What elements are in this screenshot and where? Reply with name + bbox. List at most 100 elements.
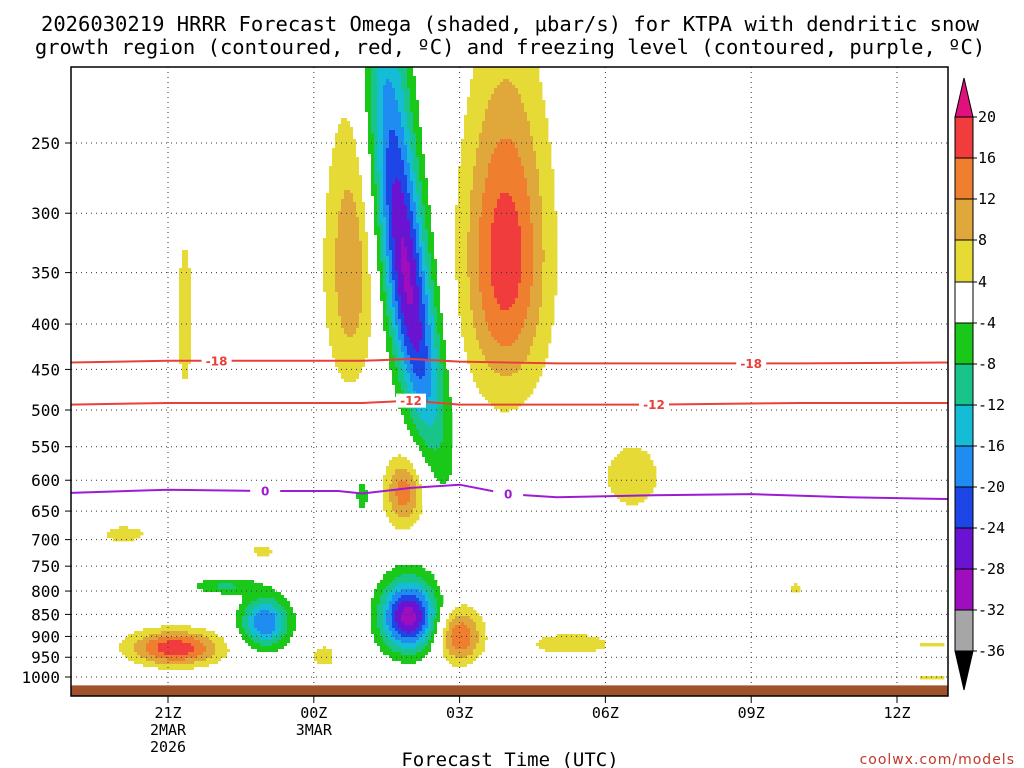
omega-cell (413, 418, 423, 422)
omega-cell (71, 208, 327, 212)
omega-cell (440, 310, 459, 314)
omega-cell (488, 106, 525, 110)
omega-cell (407, 217, 414, 221)
omega-cell (71, 412, 402, 416)
omega-cell (404, 94, 411, 98)
y-tick-label: 350 (31, 264, 60, 283)
omega-cell (368, 148, 375, 152)
omega-cell (368, 271, 381, 275)
omega-cell (449, 649, 474, 653)
omega-cell (470, 190, 486, 194)
omega-cell (179, 346, 192, 350)
colorbar-label: -20 (978, 478, 1005, 496)
omega-cell (404, 130, 411, 134)
omega-cell (389, 292, 393, 296)
omega-cell (530, 349, 549, 353)
omega-cell (191, 316, 327, 320)
omega-cell (404, 103, 411, 107)
omega-cell (416, 481, 420, 485)
omega-cell (392, 208, 408, 212)
omega-cell (407, 148, 411, 152)
omega-cell (404, 355, 411, 359)
omega-cell (419, 253, 423, 257)
omega-cell (431, 382, 438, 386)
omega-cell (386, 313, 393, 317)
omega-cell (338, 301, 363, 305)
omega-cell (452, 610, 477, 614)
omega-cell (404, 607, 414, 611)
omega-cell (533, 142, 552, 146)
omega-cell (533, 226, 543, 230)
omega-cell (362, 184, 372, 188)
omega-cell (422, 196, 429, 200)
omega-cell (71, 508, 384, 512)
omega-cell (398, 331, 402, 335)
omega-cell (419, 106, 468, 110)
omega-cell (401, 307, 420, 311)
omega-cell (527, 115, 546, 119)
omega-cell (428, 307, 432, 311)
omega-cell (386, 157, 402, 161)
omega-cell (422, 634, 429, 638)
omega-cell (362, 295, 372, 299)
omega-cell (71, 166, 330, 170)
omega-cell (479, 286, 495, 290)
omega-cell (392, 481, 399, 485)
omega-cell (71, 160, 333, 164)
omega-cell (398, 514, 411, 518)
omega-cell (191, 274, 324, 278)
omega-cell (326, 304, 339, 308)
omega-cell (224, 640, 246, 644)
omega-cell (371, 331, 387, 335)
omega-cell (374, 172, 381, 176)
omega-cell (419, 169, 426, 173)
omega-cell (206, 628, 240, 632)
omega-cell (377, 166, 384, 170)
omega-cell (365, 70, 372, 74)
omega-cell (272, 631, 279, 635)
omega-cell (419, 163, 426, 167)
omega-cell (377, 199, 381, 203)
omega-cell (518, 370, 543, 374)
omega-cell (437, 307, 441, 311)
omega-cell (476, 337, 495, 341)
omega-cell (539, 193, 555, 197)
omega-cell (236, 586, 273, 590)
omega-cell (449, 478, 609, 482)
omega-cell (446, 625, 450, 629)
omega-cell (395, 178, 399, 182)
omega-cell (371, 91, 378, 95)
omega-cell (251, 628, 258, 632)
omega-cell (71, 337, 180, 341)
omega-cell (416, 241, 420, 245)
omega-cell (389, 499, 399, 503)
omega-cell (389, 298, 393, 302)
omega-cell (494, 406, 519, 410)
omega-cell (470, 280, 480, 284)
omega-cell (434, 337, 441, 341)
omega-cell (401, 79, 408, 83)
omega-cell (71, 520, 390, 524)
omega-cell (482, 304, 501, 308)
omega-cell (395, 181, 402, 185)
omega-cell (338, 304, 363, 308)
omega-cell (392, 379, 399, 383)
omega-cell (422, 226, 426, 230)
omega-cell (326, 214, 339, 218)
omega-cell (425, 277, 429, 281)
omega-cell (401, 412, 411, 416)
omega-cell (371, 604, 378, 608)
omega-cell (326, 295, 339, 299)
omega-cell (434, 235, 456, 239)
omega-cell (431, 619, 435, 623)
omega-cell (380, 601, 387, 605)
omega-cell (374, 133, 378, 137)
omega-cell (407, 145, 411, 149)
omega-cell (437, 604, 444, 608)
omega-cell (380, 175, 384, 179)
omega-cell (521, 157, 537, 161)
omega-cell (71, 328, 180, 332)
omega-cell (425, 313, 429, 317)
omega-cell (71, 442, 417, 446)
omega-cell (542, 196, 555, 200)
